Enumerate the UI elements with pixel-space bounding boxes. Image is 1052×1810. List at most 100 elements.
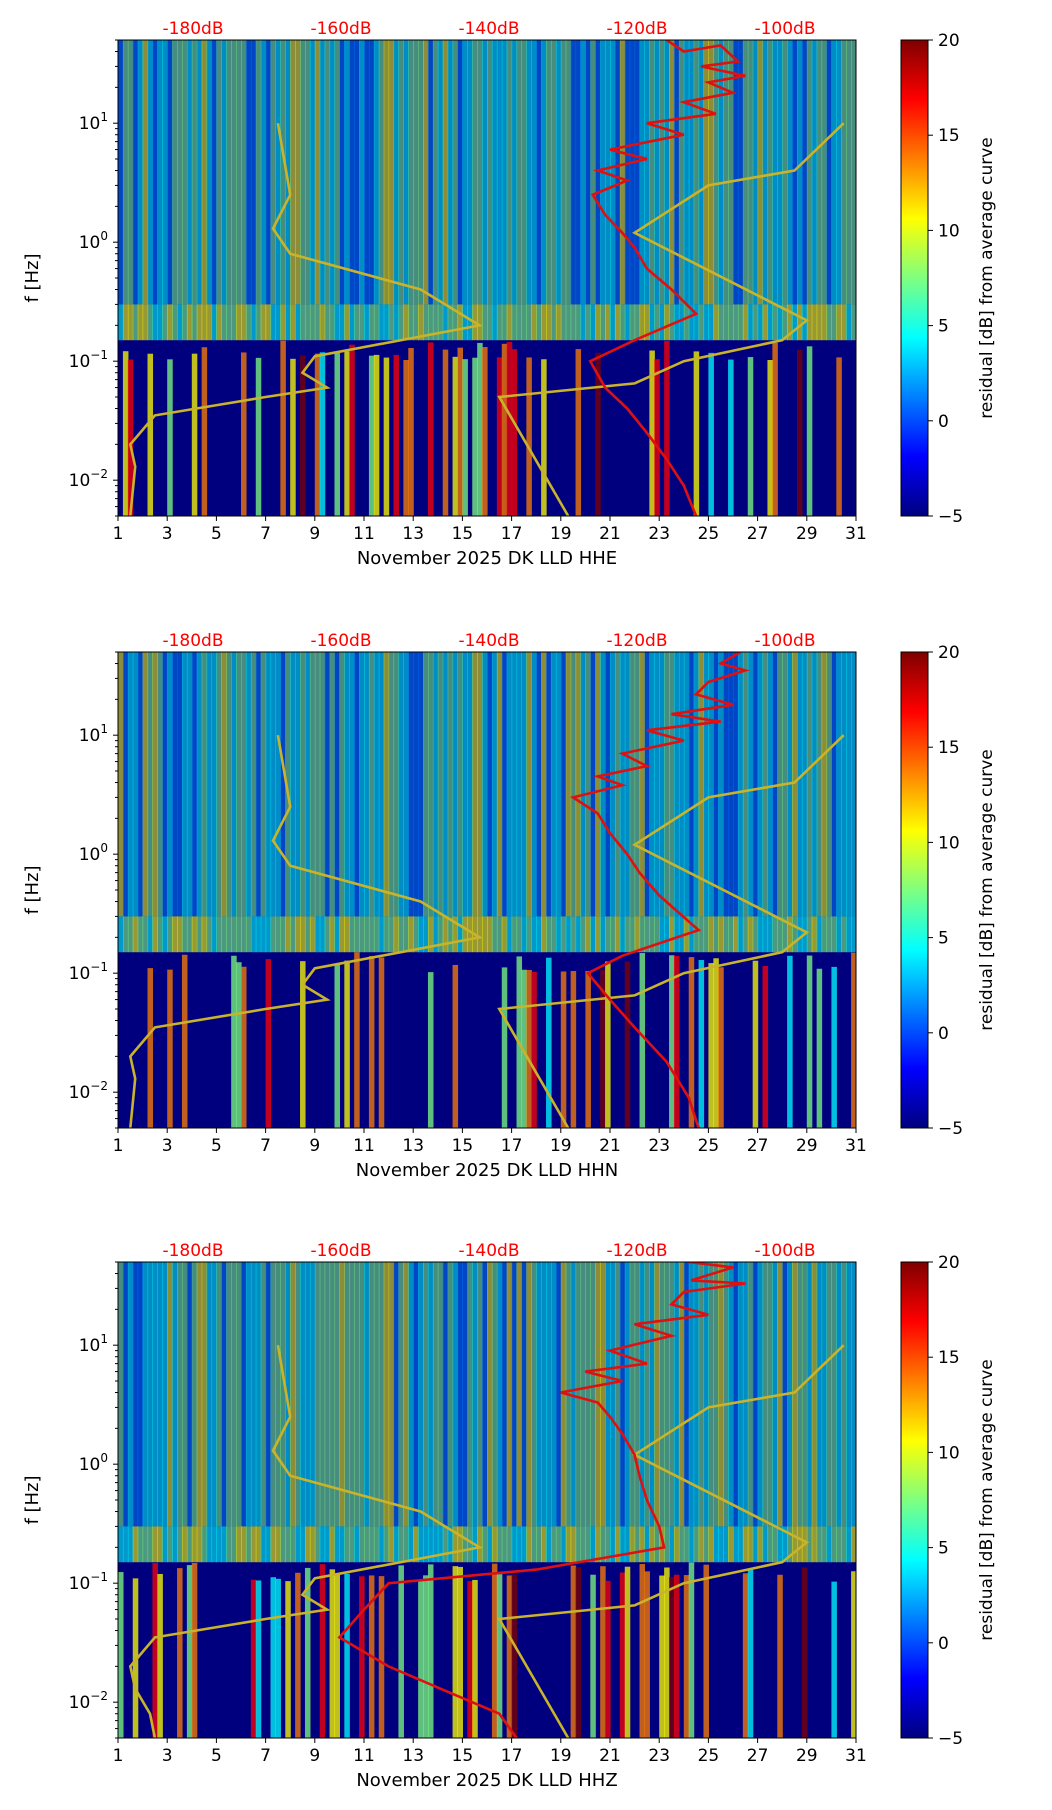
spectrogram-cell [127, 304, 134, 341]
spectrogram-cell [841, 916, 847, 953]
db-scale-label: -160dB [310, 1241, 371, 1261]
spectrogram-cell [605, 304, 611, 341]
spectrogram-cell [472, 40, 478, 305]
spectrogram-cell [255, 916, 262, 953]
db-scale-label: -120dB [606, 1241, 667, 1261]
spectrogram-cell [757, 916, 764, 953]
spectrogram-cell [501, 967, 508, 1128]
spectrogram-cell [570, 652, 577, 917]
spectrogram-cell [295, 304, 301, 341]
spectrogram-cell [575, 40, 582, 305]
spectrogram-cell [181, 304, 188, 341]
spectrogram-cell [388, 916, 395, 953]
spectrogram-cell [487, 40, 493, 305]
spectrogram-cell [664, 340, 670, 516]
y-tick-label: 100 [79, 229, 108, 253]
spectrogram-cell [378, 1576, 385, 1738]
spectrogram-cell [649, 1262, 655, 1527]
spectrogram-cell [590, 40, 596, 305]
spectrogram-cell [482, 652, 488, 917]
spectrogram-cell [644, 1571, 650, 1738]
spectrogram-cell [580, 916, 586, 953]
spectrogram-cell [688, 40, 695, 305]
spectrogram-cell [806, 346, 813, 516]
x-tick-label: 19 [550, 524, 572, 544]
spectrogram-cell [314, 353, 321, 516]
x-tick-label: 23 [648, 1746, 670, 1766]
spectrogram-cell [334, 1262, 340, 1527]
spectrogram-cell [605, 652, 611, 917]
spectrogram-cell [201, 1262, 208, 1527]
spectrogram-cell [723, 40, 729, 305]
x-tick-label: 27 [747, 1746, 769, 1766]
spectrogram-cell [683, 304, 690, 341]
spectrogram-cell [334, 351, 340, 516]
spectrogram-cell [359, 304, 365, 341]
spectrogram-cell [546, 1262, 552, 1527]
spectrogram-cell [693, 1526, 700, 1563]
spectrogram-cell [506, 304, 513, 341]
spectrogram-cell [260, 652, 267, 917]
spectrogram-cell [816, 968, 823, 1128]
spectrogram-cell [295, 1526, 301, 1563]
spectrogram-cell [792, 1262, 798, 1527]
spectrogram-cell [167, 1526, 173, 1563]
spectrogram-cell [747, 916, 754, 953]
spectrogram-cell [698, 1526, 705, 1563]
spectrogram-cell [821, 652, 828, 917]
spectrogram-cell [580, 304, 586, 341]
spectrogram-cell [221, 1262, 227, 1527]
spectrogram-cell [787, 1526, 793, 1563]
spectrogram-cell [147, 40, 154, 305]
spectrogram-cell [772, 1262, 778, 1527]
spectrogram-cell [851, 652, 856, 917]
spectrogram-cell [186, 1262, 193, 1527]
y-tick-label: 101 [79, 110, 108, 134]
x-tick-label: 11 [353, 524, 375, 544]
spectrogram-cell [137, 1526, 144, 1563]
spectrogram-cell [250, 1526, 257, 1563]
spectrogram-cell [541, 304, 547, 341]
spectrogram-cell [231, 40, 237, 305]
spectrogram-cell [654, 304, 660, 341]
spectrogram-cell [221, 1526, 227, 1563]
x-tick-label: 31 [845, 524, 867, 544]
spectrogram-cell [255, 357, 262, 516]
spectrogram-cell [368, 40, 375, 305]
spectrogram-cell [482, 40, 488, 305]
spectrogram-cell [742, 652, 749, 917]
spectrogram-cell [295, 652, 301, 917]
spectrogram-cell [762, 1526, 769, 1563]
spectrogram-cell [423, 652, 429, 917]
spectrogram-cell [383, 916, 390, 953]
spectrogram-cell [472, 357, 478, 516]
spectrogram-cell [546, 304, 552, 341]
x-tick-label: 25 [698, 1136, 720, 1156]
spectrogram-cell [811, 1262, 818, 1527]
spectrogram-cell [432, 652, 439, 917]
spectrogram-cell [314, 916, 321, 953]
spectrogram-cell [172, 652, 178, 917]
spectrogram-cell [157, 40, 163, 305]
spectrogram-cell [344, 1262, 350, 1527]
spectrogram-cell [851, 1526, 856, 1563]
spectrogram-cell [816, 1262, 823, 1527]
spectrogram-cell [669, 1262, 675, 1527]
spectrogram-cell [378, 652, 385, 917]
spectrogram-cell [152, 1262, 158, 1527]
spectrogram-cell [280, 40, 286, 305]
spectrogram-cell [501, 652, 508, 917]
spectrogram-cell [826, 652, 832, 917]
spectrogram-cell [752, 652, 759, 917]
spectrogram-cell [373, 916, 380, 953]
spectrogram-cell [236, 1262, 242, 1527]
spectrogram-cell [683, 652, 690, 917]
spectrogram-cell [349, 304, 355, 341]
spectrogram-cell [806, 40, 813, 305]
spectrogram-cell [167, 359, 173, 516]
spectrogram-cell [624, 961, 631, 1128]
spectrogram-cell [767, 1262, 773, 1527]
spectrogram-cell [388, 40, 395, 305]
spectrogram-cell [816, 40, 823, 305]
